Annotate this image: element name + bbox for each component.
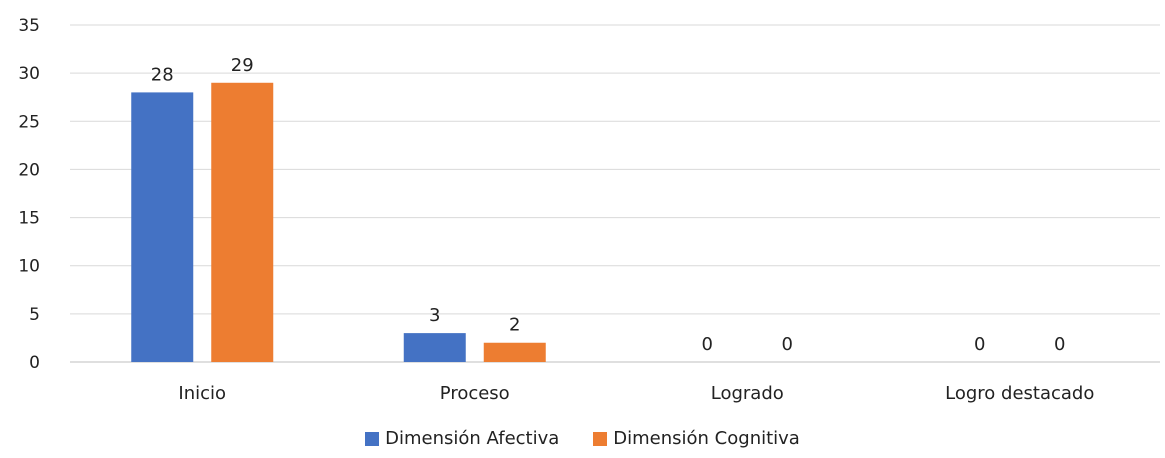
x-axis-categories: Inicio Proceso Logrado Logro destacado xyxy=(178,383,1094,404)
bar-proceso-series-1 xyxy=(483,342,546,362)
legend-item-series-0: Dimensión Afectiva xyxy=(365,428,559,449)
legend-swatch xyxy=(593,431,608,446)
y-tick-label: 5 xyxy=(29,305,40,325)
x-category-label: Inicio xyxy=(178,383,226,404)
x-category-label: Logro destacado xyxy=(945,383,1094,404)
legend: Dimensión Afectiva Dimensión Cognitiva xyxy=(0,428,1165,449)
y-tick-label: 0 xyxy=(29,353,40,373)
y-axis-ticks: 0 5 10 15 20 25 30 35 xyxy=(18,16,40,373)
bars xyxy=(131,82,546,363)
legend-label: Dimensión Afectiva xyxy=(385,428,560,449)
legend-swatch xyxy=(365,431,380,446)
legend-item-series-1: Dimensión Cognitiva xyxy=(593,428,800,449)
data-label: 28 xyxy=(151,64,174,85)
bar-inicio-series-0 xyxy=(131,92,194,363)
data-label: 3 xyxy=(429,305,440,326)
data-label: 0 xyxy=(782,334,793,355)
data-label: 0 xyxy=(1054,334,1065,355)
data-label: 29 xyxy=(231,55,254,76)
data-label: 0 xyxy=(974,334,985,355)
bar-inicio-series-1 xyxy=(211,82,274,363)
x-category-label: Logrado xyxy=(711,383,784,404)
data-label: 2 xyxy=(509,315,520,336)
y-tick-label: 30 xyxy=(18,64,40,84)
data-labels: 28 29 3 2 0 0 0 0 xyxy=(151,55,1066,355)
y-tick-label: 25 xyxy=(18,112,40,132)
data-label: 0 xyxy=(702,334,713,355)
x-category-label: Proceso xyxy=(440,383,510,404)
y-tick-label: 15 xyxy=(18,209,40,229)
bar-proceso-series-0 xyxy=(403,333,466,362)
legend-label: Dimensión Cognitiva xyxy=(613,428,800,449)
y-tick-label: 20 xyxy=(18,160,40,180)
y-tick-label: 35 xyxy=(18,16,40,36)
y-tick-label: 10 xyxy=(18,257,40,277)
